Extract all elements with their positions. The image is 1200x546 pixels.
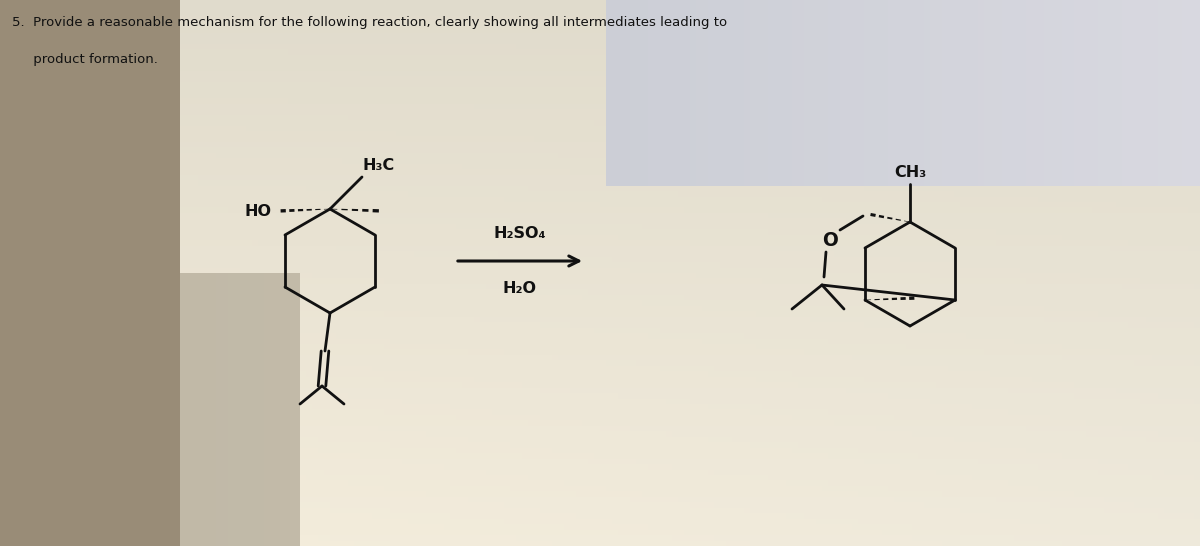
Text: O: O [822, 230, 838, 250]
Text: H₂O: H₂O [503, 281, 536, 296]
Text: 5.  Provide a reasonable mechanism for the following reaction, clearly showing a: 5. Provide a reasonable mechanism for th… [12, 16, 727, 29]
Text: CH₃: CH₃ [894, 165, 926, 180]
Text: HO: HO [245, 204, 272, 218]
Text: H₂SO₄: H₂SO₄ [493, 226, 546, 241]
Text: product formation.: product formation. [12, 53, 158, 66]
Text: H₃C: H₃C [362, 158, 395, 173]
